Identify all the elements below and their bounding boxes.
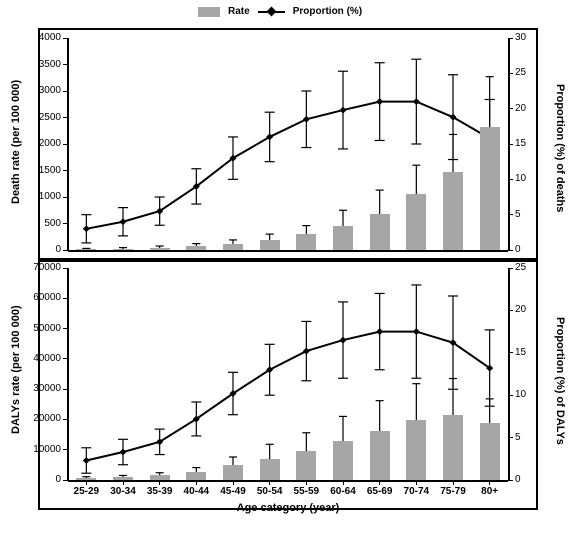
- x-tick-label: 30-34: [110, 486, 136, 497]
- x-tick: [343, 480, 344, 485]
- x-tick: [416, 480, 417, 485]
- bar-dalys: [406, 420, 426, 480]
- x-tick: [269, 480, 270, 485]
- bar-dalys: [296, 451, 316, 480]
- x-tick-label: 60-64: [330, 486, 356, 497]
- line-marker: [340, 337, 347, 344]
- x-tick-label: 75-79: [440, 486, 466, 497]
- x-tick: [233, 480, 234, 485]
- figure-root: RateProportion (%)0500100015002000250030…: [0, 0, 568, 546]
- x-tick: [196, 480, 197, 485]
- bar-dalys: [333, 441, 353, 480]
- x-tick-label: 55-59: [294, 486, 320, 497]
- x-tick: [489, 480, 490, 485]
- bar-dalys: [443, 415, 463, 480]
- bar-dalys: [480, 423, 500, 480]
- x-tick: [159, 480, 160, 485]
- line-marker: [376, 328, 383, 335]
- line-marker: [83, 457, 90, 464]
- x-tick-label: 50-54: [257, 486, 283, 497]
- proportion-line-dalys: [86, 332, 489, 461]
- x-tick-label: 35-39: [147, 486, 173, 497]
- line-marker: [303, 348, 310, 355]
- x-tick: [306, 480, 307, 485]
- bar-dalys: [370, 431, 390, 480]
- line-marker: [120, 449, 127, 456]
- x-tick-label: 25-29: [74, 486, 100, 497]
- bar-dalys: [186, 472, 206, 480]
- x-tick: [453, 480, 454, 485]
- x-tick-label: 80+: [481, 486, 498, 497]
- x-tick: [123, 480, 124, 485]
- x-tick: [86, 480, 87, 485]
- x-tick-label: 70-74: [404, 486, 430, 497]
- x-tick-label: 45-49: [220, 486, 246, 497]
- x-tick-label: 40-44: [184, 486, 210, 497]
- x-tick-label: 65-69: [367, 486, 393, 497]
- bar-dalys: [260, 459, 280, 480]
- bar-dalys: [223, 465, 243, 480]
- x-tick: [379, 480, 380, 485]
- line-marker: [413, 328, 420, 335]
- x-axis-title: Age category (year): [237, 502, 340, 514]
